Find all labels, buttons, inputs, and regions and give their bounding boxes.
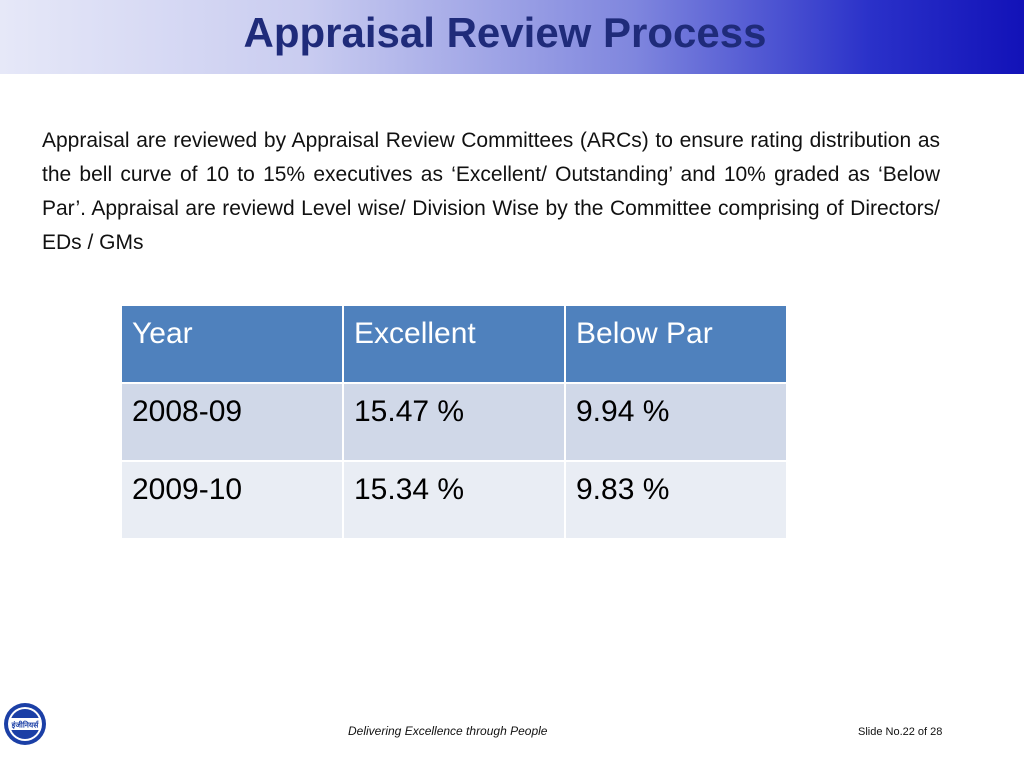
table-row: 2008-09 15.47 % 9.94 % [120, 382, 788, 462]
header-year: Year [120, 304, 344, 384]
cell-excellent: 15.47 % [342, 382, 566, 462]
logo-text: इंजीनियर्स [11, 721, 40, 730]
cell-below-par: 9.83 % [564, 460, 788, 540]
table-row: 2009-10 15.34 % 9.83 % [120, 460, 788, 540]
cell-year: 2008-09 [120, 382, 344, 462]
header-band [0, 0, 1024, 74]
table-header-row: Year Excellent Below Par [120, 304, 788, 384]
cell-below-par: 9.94 % [564, 382, 788, 462]
header-excellent: Excellent [342, 304, 566, 384]
header-below-par: Below Par [564, 304, 788, 384]
cell-excellent: 15.34 % [342, 460, 566, 540]
appraisal-table: Year Excellent Below Par 2008-09 15.47 %… [120, 304, 788, 540]
slide-title: Appraisal Review Process [243, 9, 767, 56]
footer-tagline: Delivering Excellence through People [348, 724, 548, 738]
company-logo: इंजीनियर्स [4, 703, 46, 745]
body-paragraph: Appraisal are reviewed by Appraisal Revi… [42, 129, 940, 254]
cell-year: 2009-10 [120, 460, 344, 540]
slide-number: Slide No.22 of 28 [858, 726, 943, 738]
